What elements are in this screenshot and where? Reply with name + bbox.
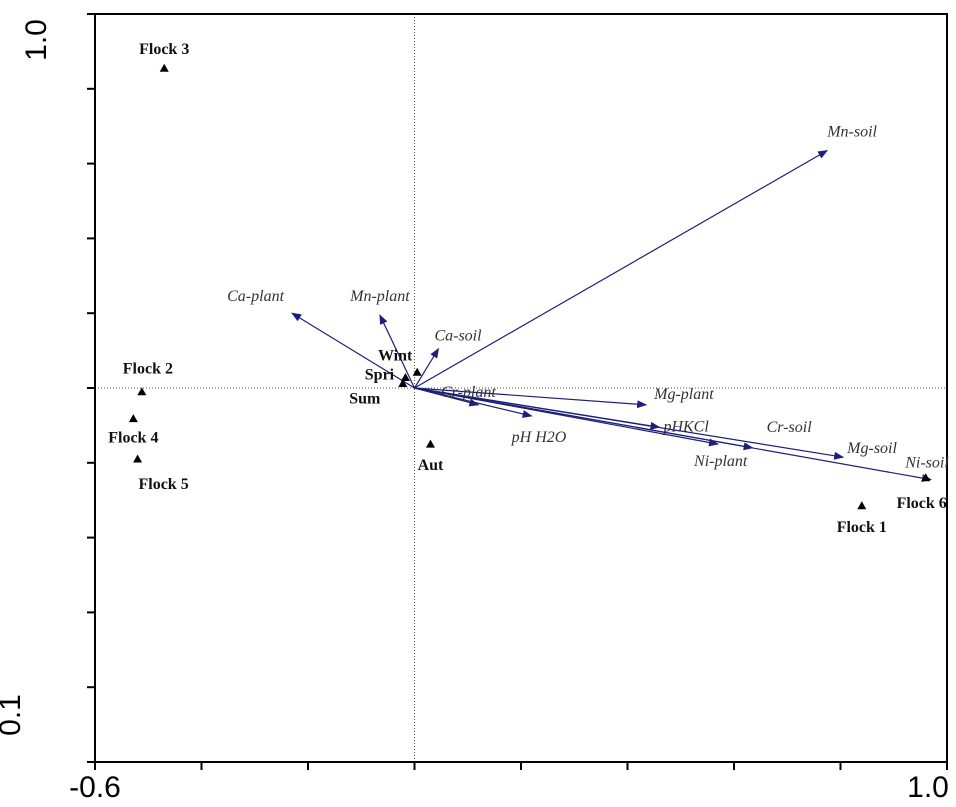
axis-tick-labels: -0.6 1.0 1.0 0.1 — [0, 19, 949, 804]
vector-label: Cr-plant — [441, 384, 496, 401]
vector-label: Mn-soil — [826, 124, 877, 141]
vector-label: Mn-plant — [349, 288, 410, 305]
vector-arrow — [414, 387, 480, 407]
x-tick-label-min: -0.6 — [69, 771, 121, 804]
vector-arrow — [414, 387, 845, 460]
site-points: Flock 3 Flock 2 Flock 4 Flock 5 Flock 6 Flock… — [108, 41, 947, 536]
vector-arrow — [413, 347, 439, 389]
site-label: Flock 2 — [123, 361, 173, 378]
vector-label: Ca-soil — [434, 328, 482, 345]
site-marker — [133, 454, 143, 463]
site-label: Flock 3 — [139, 41, 189, 58]
site-marker — [159, 63, 169, 72]
site-marker — [412, 367, 422, 376]
vector-label: Cr-soil — [767, 419, 813, 436]
origin-lines — [95, 14, 947, 762]
vector-label: Ni-soil — [904, 455, 949, 472]
y-tick-label-max: 1.0 — [20, 19, 53, 61]
vector-arrow — [414, 149, 829, 389]
vector-arrow — [414, 387, 648, 409]
vector-label: Mg-plant — [653, 386, 714, 403]
site-marker — [128, 414, 138, 423]
vector-label: pH H2O — [511, 429, 567, 446]
site-label: Spri — [365, 367, 395, 384]
environment-vectors: Mn-soil Ca-plant Mn-plant Ca-soil Mg-plant pH… — [227, 124, 949, 482]
site-label: Flock 6 — [897, 495, 947, 512]
site-marker — [400, 373, 410, 382]
site-label: Flock 1 — [837, 519, 887, 536]
vector-label: Ni-plant — [693, 453, 748, 470]
site-label: Aut — [418, 457, 444, 474]
vector-arrow — [291, 312, 415, 389]
site-marker — [425, 439, 435, 448]
x-tick-label-max: 1.0 — [907, 771, 949, 804]
site-label: Sum — [349, 391, 381, 408]
vector-arrow — [379, 314, 416, 389]
y-tick-label-min-partial: 0.1 — [0, 694, 27, 736]
site-marker — [857, 501, 867, 510]
vector-label: Mg-soil — [846, 440, 897, 457]
site-marker — [398, 379, 408, 388]
site-label: Flock 4 — [108, 430, 158, 447]
site-marker — [137, 387, 147, 396]
vector-label: pHKCl — [662, 418, 709, 435]
site-label: Wint — [378, 347, 413, 364]
axis-ticks — [87, 13, 948, 770]
vector-label: Ca-plant — [227, 288, 284, 305]
site-label: Flock 5 — [138, 476, 188, 493]
vector-arrow — [414, 387, 933, 482]
site-marker — [921, 473, 931, 482]
